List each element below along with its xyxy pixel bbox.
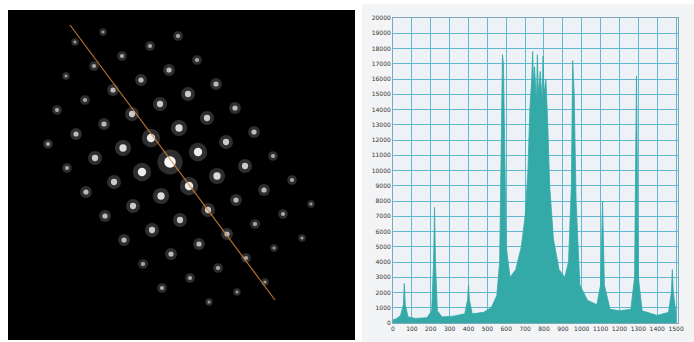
svg-text:7000: 7000 bbox=[376, 212, 391, 219]
svg-text:13000: 13000 bbox=[372, 121, 391, 128]
svg-text:2000: 2000 bbox=[376, 289, 391, 296]
svg-text:900: 900 bbox=[557, 325, 569, 332]
svg-text:0: 0 bbox=[387, 319, 391, 326]
svg-text:4000: 4000 bbox=[376, 258, 391, 265]
svg-text:19000: 19000 bbox=[372, 29, 391, 36]
svg-text:400: 400 bbox=[463, 325, 475, 332]
svg-text:800: 800 bbox=[538, 325, 550, 332]
svg-text:1000: 1000 bbox=[574, 325, 589, 332]
svg-text:700: 700 bbox=[519, 325, 531, 332]
svg-text:6000: 6000 bbox=[376, 228, 391, 235]
svg-text:15000: 15000 bbox=[372, 90, 391, 97]
svg-text:1500: 1500 bbox=[668, 325, 683, 332]
svg-text:9000: 9000 bbox=[376, 182, 391, 189]
svg-text:17000: 17000 bbox=[372, 60, 391, 67]
svg-text:300: 300 bbox=[444, 325, 456, 332]
svg-text:18000: 18000 bbox=[372, 45, 391, 52]
svg-text:1100: 1100 bbox=[593, 325, 608, 332]
svg-text:3000: 3000 bbox=[376, 273, 391, 280]
svg-text:16000: 16000 bbox=[372, 75, 391, 82]
svg-text:0: 0 bbox=[391, 325, 395, 332]
svg-text:12000: 12000 bbox=[372, 136, 391, 143]
svg-text:100: 100 bbox=[406, 325, 418, 332]
svg-text:600: 600 bbox=[501, 325, 513, 332]
svg-text:11000: 11000 bbox=[372, 151, 391, 158]
svg-text:1300: 1300 bbox=[631, 325, 646, 332]
svg-text:500: 500 bbox=[482, 325, 494, 332]
svg-text:14000: 14000 bbox=[372, 106, 391, 113]
svg-text:8000: 8000 bbox=[376, 197, 391, 204]
svg-text:5000: 5000 bbox=[376, 243, 391, 250]
svg-text:10000: 10000 bbox=[372, 167, 391, 174]
svg-text:200: 200 bbox=[425, 325, 437, 332]
svg-text:1400: 1400 bbox=[650, 325, 665, 332]
svg-text:1000: 1000 bbox=[376, 304, 391, 311]
svg-text:1200: 1200 bbox=[612, 325, 627, 332]
svg-text:20000: 20000 bbox=[372, 14, 391, 21]
